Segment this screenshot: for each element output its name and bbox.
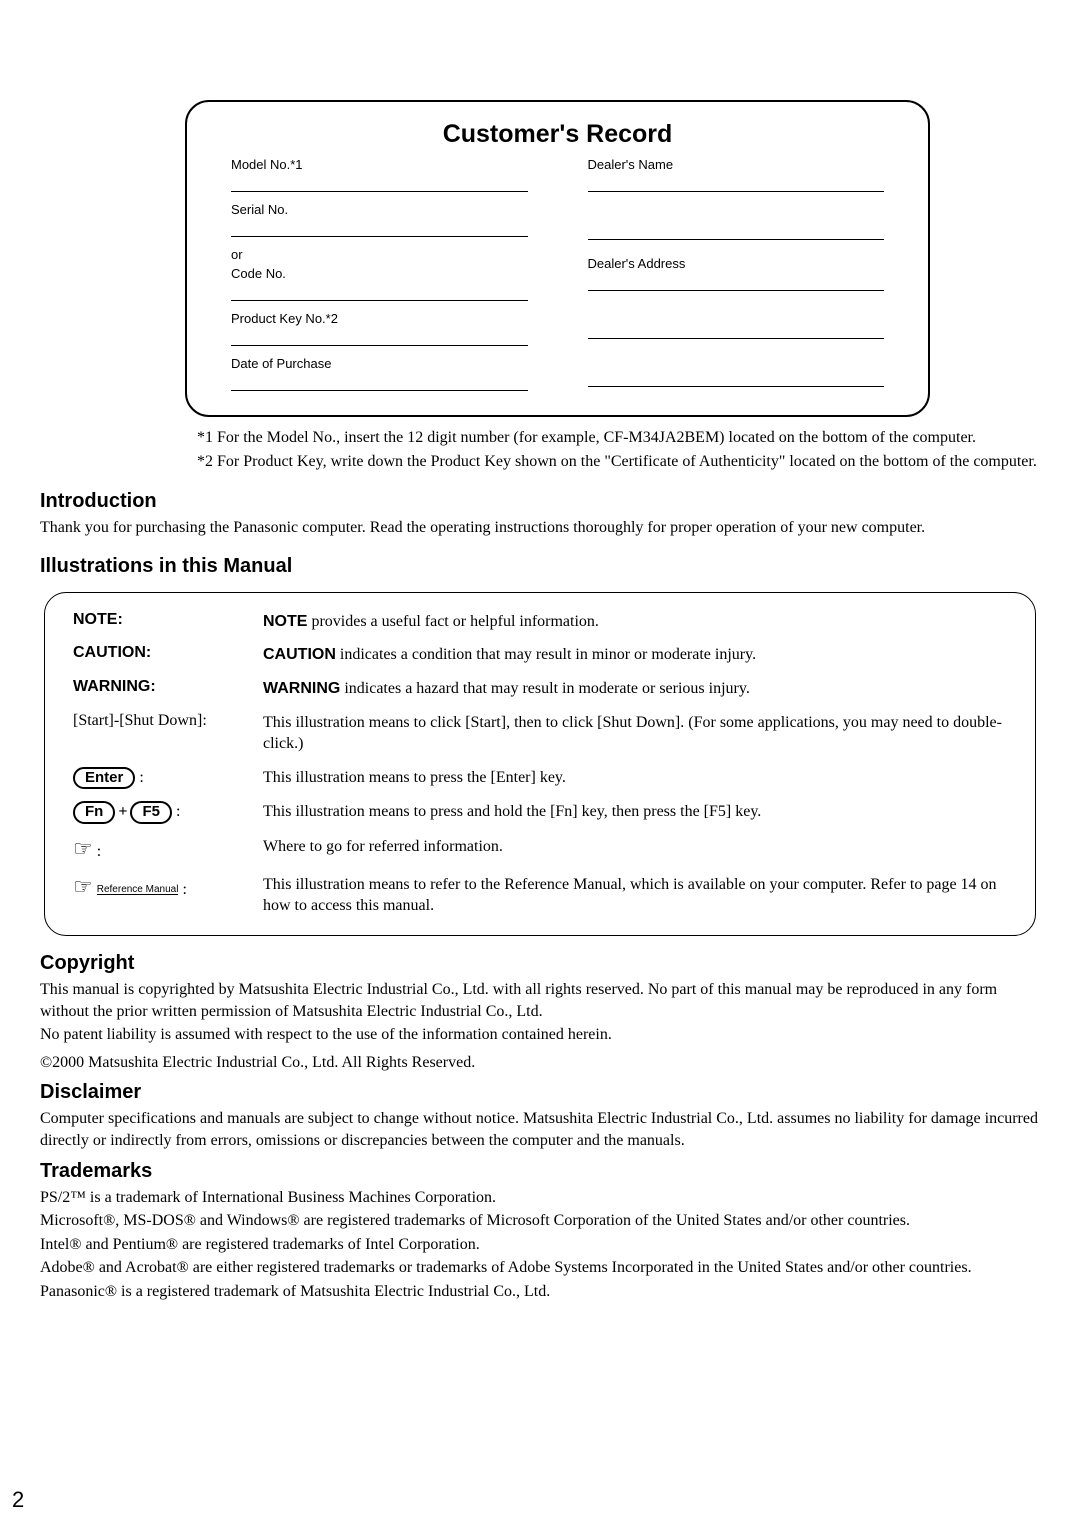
code-no-line [231, 281, 528, 301]
introduction-heading: Introduction [40, 490, 1040, 513]
start-shutdown-text: This illustration means to click [Start]… [263, 712, 1007, 755]
customer-record-box: Customer's Record Model No.*1 Serial No.… [185, 100, 930, 417]
f5-keycap: F5 [130, 801, 172, 824]
hand-icon: ☞ [73, 836, 93, 862]
hand-icon-2: ☞ [73, 874, 93, 900]
illustrations-heading: Illustrations in this Manual [40, 555, 1040, 578]
dealer-address-line2 [588, 319, 885, 339]
reference-manual-text: Reference Manual [97, 885, 179, 895]
note-text: NOTE provides a useful fact or helpful i… [263, 611, 1007, 633]
disclaimer-heading: Disclaimer [40, 1081, 1040, 1104]
trademarks-p2: Microsoft®, MS-DOS® and Windows® are reg… [40, 1210, 1040, 1232]
dealer-address-label: Dealer's Address [588, 256, 885, 271]
fn-f5-label: Fn+F5 : [73, 801, 263, 824]
model-no-label: Model No.*1 [231, 157, 528, 172]
caution-label: CAUTION: [73, 644, 263, 666]
copyright-p2: No patent liability is assumed with resp… [40, 1024, 1040, 1046]
enter-key-text: This illustration means to press the [En… [263, 767, 1007, 790]
copyright-p3: ©2000 Matsushita Electric Industrial Co.… [40, 1052, 1040, 1074]
caution-text: CAUTION indicates a condition that may r… [263, 644, 1007, 666]
dealer-address-line3 [588, 367, 885, 387]
record-left-col: Model No.*1 Serial No. or Code No. Produ… [231, 157, 528, 401]
serial-no-line [231, 217, 528, 237]
dealer-name-line [588, 172, 885, 192]
serial-no-label: Serial No. [231, 202, 528, 217]
trademarks-p4: Adobe® and Acrobat® are either registere… [40, 1257, 1040, 1279]
product-key-line [231, 326, 528, 346]
model-no-line [231, 172, 528, 192]
trademarks-p1: PS/2™ is a trademark of International Bu… [40, 1187, 1040, 1209]
trademarks-p3: Intel® and Pentium® are registered trade… [40, 1234, 1040, 1256]
reference-manual-label: ☞ Reference Manual : [73, 874, 263, 917]
date-purchase-line [231, 371, 528, 391]
dealer-name-line2 [588, 220, 885, 240]
introduction-text: Thank you for purchasing the Panasonic c… [40, 517, 1040, 539]
copyright-p1: This manual is copyrighted by Matsushita… [40, 979, 1040, 1022]
warning-label: WARNING: [73, 678, 263, 700]
start-shutdown-label: [Start]-[Shut Down]: [73, 712, 263, 755]
fn-f5-text: This illustration means to press and hol… [263, 801, 1007, 824]
code-no-label: Code No. [231, 266, 528, 281]
record-right-col: Dealer's Name Dealer's Address [588, 157, 885, 401]
footnotes: *1 For the Model No., insert the 12 digi… [185, 427, 1040, 472]
enter-key-label: Enter : [73, 767, 263, 790]
page-number: 2 [12, 1487, 24, 1513]
hand-icon-text: Where to go for referred information. [263, 836, 1007, 862]
dealer-name-label: Dealer's Name [588, 157, 885, 172]
hand-icon-label: ☞ : [73, 836, 263, 862]
reference-manual-desc: This illustration means to refer to the … [263, 874, 1007, 917]
product-key-label: Product Key No.*2 [231, 311, 528, 326]
illustrations-box: NOTE: NOTE provides a useful fact or hel… [44, 592, 1036, 936]
footnote-2: *2 For Product Key, write down the Produ… [185, 451, 1040, 473]
or-text: or [231, 247, 528, 262]
fn-keycap: Fn [73, 801, 115, 824]
date-purchase-label: Date of Purchase [231, 356, 528, 371]
trademarks-p5: Panasonic® is a registered trademark of … [40, 1281, 1040, 1303]
record-title: Customer's Record [231, 120, 884, 149]
footnote-1: *1 For the Model No., insert the 12 digi… [185, 427, 1040, 449]
enter-keycap: Enter [73, 767, 135, 790]
copyright-heading: Copyright [40, 952, 1040, 975]
warning-text: WARNING indicates a hazard that may resu… [263, 678, 1007, 700]
disclaimer-text: Computer specifications and manuals are … [40, 1108, 1040, 1151]
dealer-address-line [588, 271, 885, 291]
note-label: NOTE: [73, 611, 263, 633]
trademarks-heading: Trademarks [40, 1160, 1040, 1183]
